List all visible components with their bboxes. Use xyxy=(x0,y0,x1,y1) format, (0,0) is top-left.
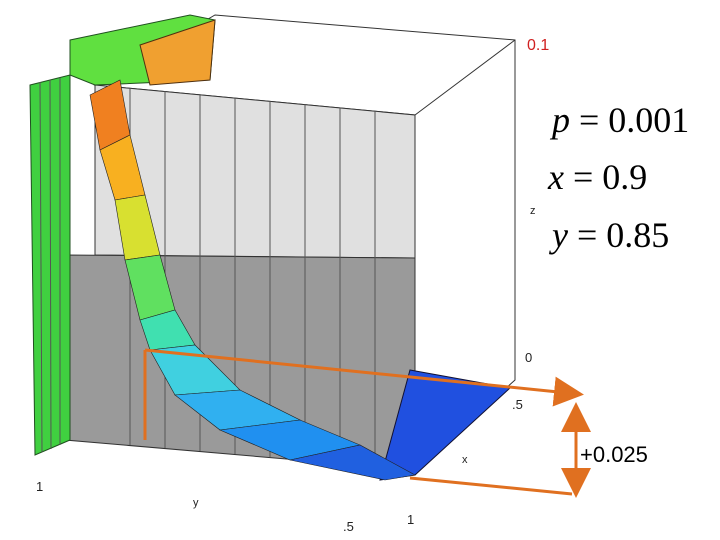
y-axis-name: y xyxy=(193,497,199,509)
y-mid-label: .5 xyxy=(343,519,354,534)
eq-value: = 0.001 xyxy=(579,100,689,140)
x-end-label: 1 xyxy=(407,512,414,527)
difference-annotation: +0.025 xyxy=(580,442,648,467)
eq-variable: y xyxy=(549,215,568,255)
eq-value: = 0.85 xyxy=(577,215,669,255)
x-mid-label: .5 xyxy=(512,397,523,412)
z-max-label: 0.1 xyxy=(527,37,549,54)
x-axis-name: x xyxy=(462,454,468,466)
top-surface-orange xyxy=(139,19,216,86)
annotation-lines xyxy=(143,348,591,498)
equation: y = 0.85 xyxy=(549,215,669,255)
eq-variable: p xyxy=(549,100,570,140)
eq-variable: x xyxy=(547,157,564,197)
surface-ribbon xyxy=(89,79,416,481)
z-axis-name: z xyxy=(530,205,536,217)
y-start-label: 1 xyxy=(36,479,43,494)
equations: p = 0.001 x = 0.9 y = 0.85 xyxy=(547,100,689,255)
equation: p = 0.001 xyxy=(549,100,689,140)
equation: x = 0.9 xyxy=(547,157,647,197)
z-min-label: 0 xyxy=(525,350,532,365)
eq-value: = 0.9 xyxy=(573,157,647,197)
left-wall-grid xyxy=(39,78,61,453)
